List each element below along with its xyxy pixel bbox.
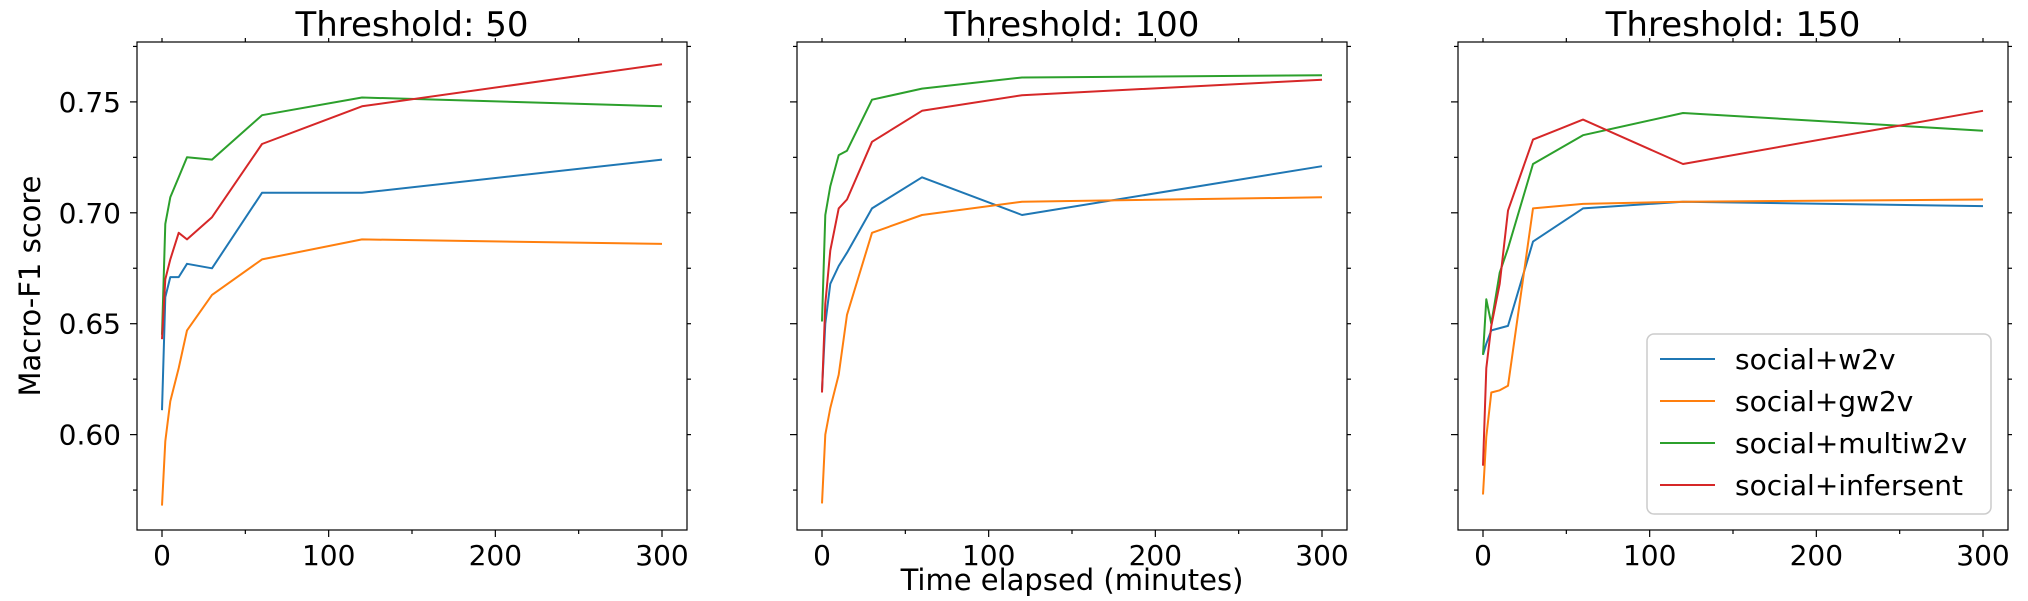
x-tick-label-100-threshold-100: 100: [962, 539, 1015, 572]
panel-threshold-100: Threshold: 100 0 100 200 300: [790, 5, 1351, 572]
y-tick-label-0-7: 0.70: [59, 197, 121, 230]
x-tick-label-0-threshold-50: 0: [153, 539, 171, 572]
legend-label-multiw2v: social+multiw2v: [1735, 427, 1967, 460]
legend-entry-w2v: social+w2v: [1660, 343, 1896, 376]
x-tick-label-100-threshold-150: 100: [1623, 539, 1676, 572]
x-ticks-threshold-100: 0 100 200 300: [813, 38, 1349, 572]
series-line-social-w2v-threshold-100: [821, 165, 1323, 391]
x-axis-label: Time elapsed (minutes): [900, 563, 1244, 597]
legend-label-gw2v: social+gw2v: [1735, 385, 1913, 418]
y-tick-label-0-65: 0.65: [59, 308, 121, 341]
x-tick-label-200-threshold-150: 200: [1790, 539, 1843, 572]
legend-label-infersent: social+infersent: [1735, 469, 1963, 502]
y-tick-label-0-6: 0.60: [59, 419, 121, 452]
y-ticks-threshold-50: 0.60 0.65 0.70 0.75: [59, 45, 691, 491]
series-line-social-multiw2v-threshold-150: [1482, 112, 1984, 355]
x-ticks-threshold-50: 0 100 200 300: [153, 38, 689, 572]
legend-label-w2v: social+w2v: [1735, 343, 1896, 376]
x-tick-label-300-threshold-50: 300: [635, 539, 688, 572]
legend-entry-infersent: social+infersent: [1660, 469, 1963, 502]
series-line-social-infersent-threshold-150: [1482, 109, 1984, 466]
y-ticks-threshold-150: [1451, 45, 2012, 491]
series-line-social-multiw2v-threshold-100: [821, 74, 1323, 322]
axes-frame-threshold-100: [796, 41, 1348, 531]
series-group-threshold-50: [161, 63, 663, 506]
legend-entry-gw2v: social+gw2v: [1660, 385, 1913, 418]
panel-threshold-150: Threshold: 150 0 100 200 300: [1451, 5, 2012, 572]
series-line-social-multiw2v-threshold-50: [161, 96, 663, 335]
x-tick-label-0-threshold-150: 0: [1474, 539, 1492, 572]
series-line-social-w2v-threshold-50: [161, 158, 663, 411]
series-line-social-gw2v-threshold-100: [821, 196, 1323, 504]
series-line-social-gw2v-threshold-50: [161, 238, 663, 506]
x-tick-label-200-threshold-100: 200: [1129, 539, 1182, 572]
x-tick-label-300-threshold-100: 300: [1295, 539, 1348, 572]
series-line-social-infersent-threshold-100: [821, 78, 1323, 393]
series-line-social-infersent-threshold-50: [161, 63, 663, 340]
series-group-threshold-150: [1482, 109, 1984, 495]
x-ticks-threshold-150: 0 100 200 300: [1474, 38, 2010, 572]
series-line-social-gw2v-threshold-150: [1482, 198, 1984, 495]
y-ticks-threshold-100: [790, 45, 1351, 491]
series-group-threshold-100: [821, 74, 1323, 504]
panel-threshold-50: Threshold: 50 0 100 200 300 0.600.650.700.7…: [59, 5, 691, 572]
x-tick-label-100-threshold-50: 100: [302, 539, 355, 572]
x-tick-label-200-threshold-50: 200: [469, 539, 522, 572]
legend-box: [1646, 333, 1992, 515]
legend-entry-multiw2v: social+multiw2v: [1660, 427, 1967, 460]
y-axis-label: Macro-F1 score: [13, 175, 47, 396]
series-line-social-w2v-threshold-150: [1482, 200, 1984, 356]
y-tick-label-0-75: 0.75: [59, 86, 121, 119]
x-tick-label-300-threshold-150: 300: [1956, 539, 2009, 572]
legend: social+w2v social+gw2v social+multiw2v s…: [1646, 333, 1992, 515]
x-tick-label-0-threshold-100: 0: [813, 539, 831, 572]
axes-frame-threshold-50: [136, 41, 688, 531]
